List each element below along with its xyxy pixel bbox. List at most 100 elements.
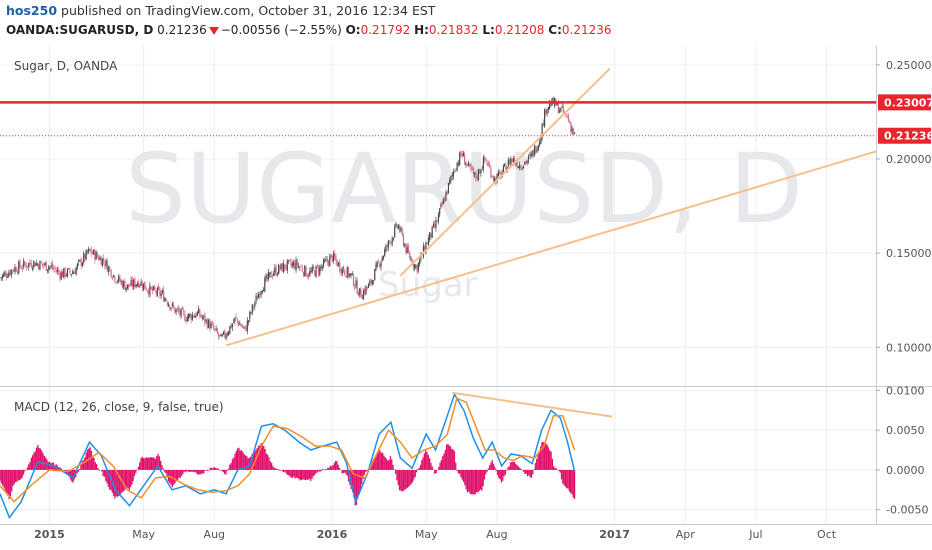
candle — [487, 160, 489, 167]
candle — [405, 242, 407, 256]
candle — [342, 265, 345, 273]
candle-body — [502, 166, 504, 172]
candle — [158, 283, 160, 291]
candle-body — [474, 172, 476, 175]
candle — [179, 307, 181, 318]
candle-body — [471, 168, 473, 169]
candle — [387, 239, 390, 252]
candle-body — [470, 163, 472, 170]
candle-body — [537, 144, 539, 151]
candle-body — [529, 155, 531, 156]
candle — [432, 221, 435, 228]
candle — [294, 259, 296, 270]
candle-body — [100, 257, 102, 265]
candle-body — [350, 273, 352, 276]
candle — [370, 278, 372, 287]
candle-body — [34, 262, 36, 267]
candle-body — [382, 255, 385, 259]
candle-body — [281, 263, 283, 272]
candle — [430, 233, 432, 241]
candle — [215, 325, 217, 332]
candle-body — [236, 318, 238, 322]
candle-body — [570, 122, 572, 131]
candle-body — [160, 293, 162, 297]
candle-body — [188, 313, 190, 319]
candle-body — [530, 153, 532, 157]
candle — [100, 255, 102, 265]
candle — [532, 149, 534, 158]
candle — [445, 189, 447, 202]
candle-body — [31, 268, 34, 269]
candle-body — [351, 273, 353, 275]
candle-body — [14, 266, 16, 272]
candle — [56, 266, 59, 275]
candle-body — [326, 258, 328, 263]
candle-body — [141, 283, 143, 289]
candle-body — [254, 303, 256, 307]
candle — [129, 283, 131, 288]
candle — [39, 260, 41, 271]
candle-body — [405, 243, 407, 253]
candle-body — [462, 153, 465, 157]
candle-body — [74, 271, 76, 274]
candle-body — [110, 269, 112, 278]
candle-body — [460, 151, 462, 155]
candle — [425, 241, 427, 255]
candle-body — [189, 314, 191, 316]
candle — [96, 251, 99, 259]
last-price-tag — [878, 127, 931, 144]
ohlc-line: OANDA:SUGARUSD, D 0.21236 −0.00556 (−2.55… — [6, 23, 612, 37]
candle-body — [235, 316, 237, 318]
candle — [237, 320, 240, 328]
candle — [404, 242, 406, 248]
candle-body — [464, 154, 466, 165]
price-tick-label: 0.20000 — [886, 153, 932, 166]
candle — [106, 258, 109, 272]
candle — [231, 322, 233, 331]
candle-body — [0, 277, 1, 279]
candle — [354, 283, 356, 291]
candle-body — [347, 267, 350, 277]
author-link[interactable]: hos250 — [6, 3, 58, 18]
candle-body — [364, 288, 366, 294]
candle — [227, 330, 230, 336]
candle — [484, 156, 486, 164]
candle-body — [10, 269, 12, 276]
candle — [4, 270, 6, 277]
candle-body — [55, 270, 57, 272]
candle-body — [221, 335, 223, 336]
candle — [566, 113, 568, 118]
candle — [376, 260, 378, 268]
candle — [480, 168, 482, 177]
candle — [529, 152, 531, 159]
candle-body — [316, 265, 318, 267]
candle-body — [454, 170, 456, 172]
candle-body — [24, 262, 26, 265]
candle-body — [365, 286, 367, 295]
candle-body — [567, 115, 569, 121]
candle-body — [49, 266, 51, 268]
candle-body — [56, 269, 59, 272]
chart-canvas[interactable]: SUGARUSD, DSugar0.250000.200000.150000.1… — [0, 46, 932, 550]
candle-body — [1, 274, 4, 278]
candle — [45, 261, 47, 271]
candle — [335, 254, 337, 265]
candle — [183, 307, 185, 316]
candle — [5, 270, 7, 281]
candle — [53, 265, 55, 273]
candle-body — [321, 266, 323, 269]
candle-body — [257, 294, 260, 299]
candle-body — [309, 270, 311, 277]
candle-body — [29, 261, 31, 264]
candle-body — [314, 270, 316, 276]
candle-body — [260, 291, 262, 295]
candle — [385, 244, 387, 253]
candle — [95, 250, 97, 260]
candle-body — [446, 191, 448, 194]
candle — [436, 219, 438, 223]
candle — [242, 325, 245, 330]
candle-body — [542, 122, 544, 126]
macd-tick-label: 0.0050 — [886, 424, 925, 437]
high-label: H: — [414, 23, 429, 37]
candle — [255, 292, 257, 305]
